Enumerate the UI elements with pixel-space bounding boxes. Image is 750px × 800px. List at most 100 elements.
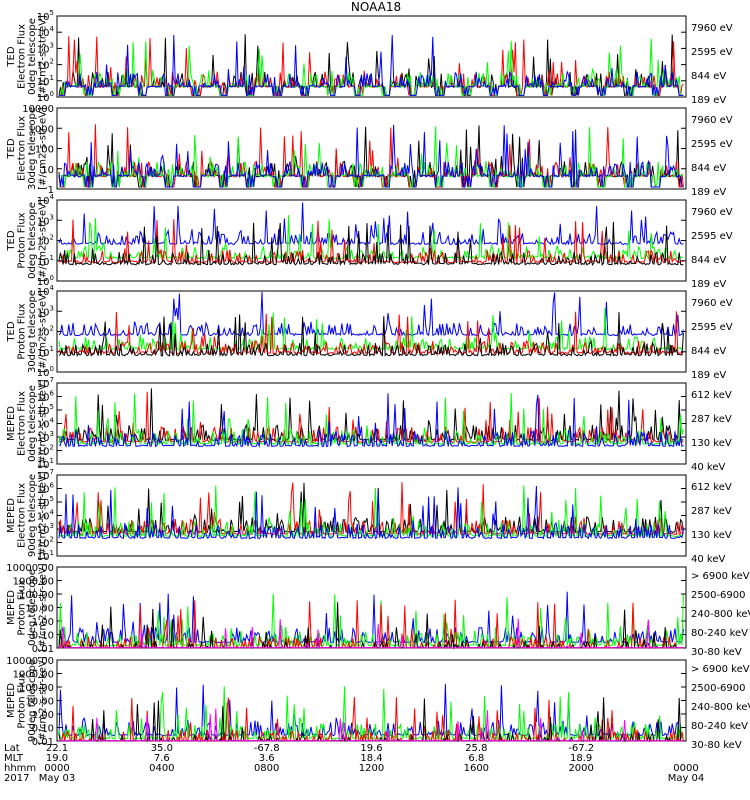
y-tick-label: 103 (37, 41, 54, 55)
x-tick-mlt: 7.6 (154, 753, 170, 764)
y-tick-base: 10 (37, 512, 50, 523)
legend-entry: 2500-6900 (691, 590, 746, 601)
y-axis-label-line: 0deg telescope (27, 569, 38, 646)
chart-title: NOAA18 (351, 0, 401, 14)
legend-entry: 844 eV (691, 71, 726, 82)
y-tick-label: 102 (37, 234, 54, 248)
y-axis-label-line: [#/cm2-s-str-eV] (38, 290, 49, 373)
y-tick-label: 107 (37, 468, 54, 482)
panel-frame (56, 15, 687, 98)
legend-entry: 189 eV (691, 370, 726, 381)
x-row-label: MLT (4, 753, 24, 764)
y-tick-label: 1000.00 (13, 577, 54, 588)
y-tick-label: 103 (37, 213, 54, 227)
series-trace (59, 34, 684, 96)
legend-entry: 40 keV (691, 554, 725, 565)
y-axis-label-line: MEPED (6, 498, 17, 533)
y-tick-base: 10 (37, 216, 50, 227)
legend-entry: 612 keV (691, 482, 732, 493)
y-tick-label: 1.00 (32, 617, 54, 628)
y-tick-base: 10 (37, 257, 50, 268)
y-tick-base: 10 (37, 485, 50, 496)
x-tick-lat: 22.1 (46, 743, 68, 754)
y-axis-label-line: 0deg telescope (27, 385, 38, 462)
y-tick-exponent: 0 (50, 274, 54, 282)
y-axis-label-line: Proton Flux (17, 672, 28, 728)
y-tick-exponent: 5 (50, 495, 54, 503)
y-tick-base: 10 (37, 28, 50, 39)
y-tick-label: 102 (37, 536, 54, 550)
x-tick-hhmm: 0000 (673, 763, 698, 774)
y-tick-label: 104 (37, 417, 55, 431)
x-row-label: 2017 (4, 773, 29, 784)
legend-entry: 2595 eV (691, 47, 733, 58)
y-axis-label-line: [#/cm2-s-str-keV] (38, 471, 49, 559)
y-tick-base: 10 (37, 471, 50, 482)
y-tick-base: 10 (37, 406, 50, 417)
legend-entry: 844 eV (691, 346, 726, 357)
y-tick-exponent: 2 (50, 325, 54, 333)
y-tick-label: 105 (37, 9, 54, 23)
y-axis-label-line: [#/cm2-s-str-eV] (38, 199, 49, 282)
x-tick-mlt: 18.4 (360, 753, 382, 764)
y-tick-exponent: 4 (50, 284, 55, 292)
series-trace (58, 291, 684, 337)
y-tick-label: 1000 (29, 124, 54, 135)
y-axis-label-line: MEPED (6, 590, 17, 625)
y-tick-base: 10 (37, 61, 50, 72)
y-axis-label-line: Proton Flux (17, 212, 28, 268)
y-tick-label: 0.01 (32, 737, 54, 748)
y-tick-base: 10 (37, 420, 50, 431)
y-tick-label: 106 (37, 482, 55, 496)
x-tick-date: May 04 (668, 773, 705, 784)
y-tick-label: 102 (37, 444, 54, 458)
y-tick-exponent: 1 (50, 549, 54, 557)
y-tick-label: 100.00 (19, 590, 54, 601)
series-trace (58, 684, 684, 738)
y-axis-label-line: Proton Flux (17, 303, 28, 359)
y-tick-label: 104 (37, 25, 55, 39)
y-tick-exponent: 6 (50, 482, 55, 490)
series-trace (58, 392, 684, 446)
y-tick-label: 101 (37, 549, 54, 563)
y-tick-base: 10 (37, 498, 50, 509)
legend-entry: 2595 eV (691, 139, 733, 150)
legend-entry: 2595 eV (691, 322, 733, 333)
series-trace (58, 485, 684, 540)
y-axis-label: MEPEDProton Flux0deg telescope[#/cm2-s-s… (6, 563, 49, 651)
series-trace (59, 618, 684, 649)
y-tick-label: 100 (35, 145, 54, 156)
y-tick-base: 10 (37, 237, 50, 248)
x-tick-hhmm: 0000 (44, 763, 69, 774)
y-tick-label: 105 (37, 403, 54, 417)
y-tick-exponent: 3 (50, 304, 54, 312)
y-tick-base: 10 (37, 525, 50, 536)
series-trace (58, 593, 684, 648)
y-axis-label: MEPEDElectron Flux90deg telescope[#/cm2-… (6, 471, 49, 559)
legend-entry: 80-240 keV (691, 628, 748, 639)
series-trace (58, 221, 684, 267)
legend-entry: 612 keV (691, 390, 732, 401)
y-tick-label: 100 (37, 365, 54, 379)
y-tick-base: 10 (37, 539, 50, 550)
y-tick-label: 101 (37, 457, 54, 471)
y-axis-label-line: Electron Flux (17, 391, 28, 456)
y-tick-exponent: 3 (50, 430, 54, 438)
legend-entry: 7960 eV (691, 207, 733, 218)
legend-entry: > 6900 keV (691, 664, 750, 675)
panel-frame (56, 290, 687, 373)
y-tick-exponent: 1 (50, 457, 54, 465)
y-tick-label: 102 (37, 325, 54, 339)
y-tick-base: 10 (37, 277, 50, 288)
y-axis-label-line: [#/cm2-s-str-eV] (38, 107, 49, 190)
y-tick-exponent: 2 (50, 536, 54, 544)
legend-entry: 80-240 keV (691, 721, 748, 732)
panel-frame (56, 107, 687, 190)
panel-8: 0.010.101.0010.00100.001000.0010000.00ME… (6, 656, 750, 751)
y-tick-base: 10 (37, 328, 50, 339)
y-tick-base: 10 (37, 433, 50, 444)
y-tick-label: 0.01 (32, 644, 54, 655)
